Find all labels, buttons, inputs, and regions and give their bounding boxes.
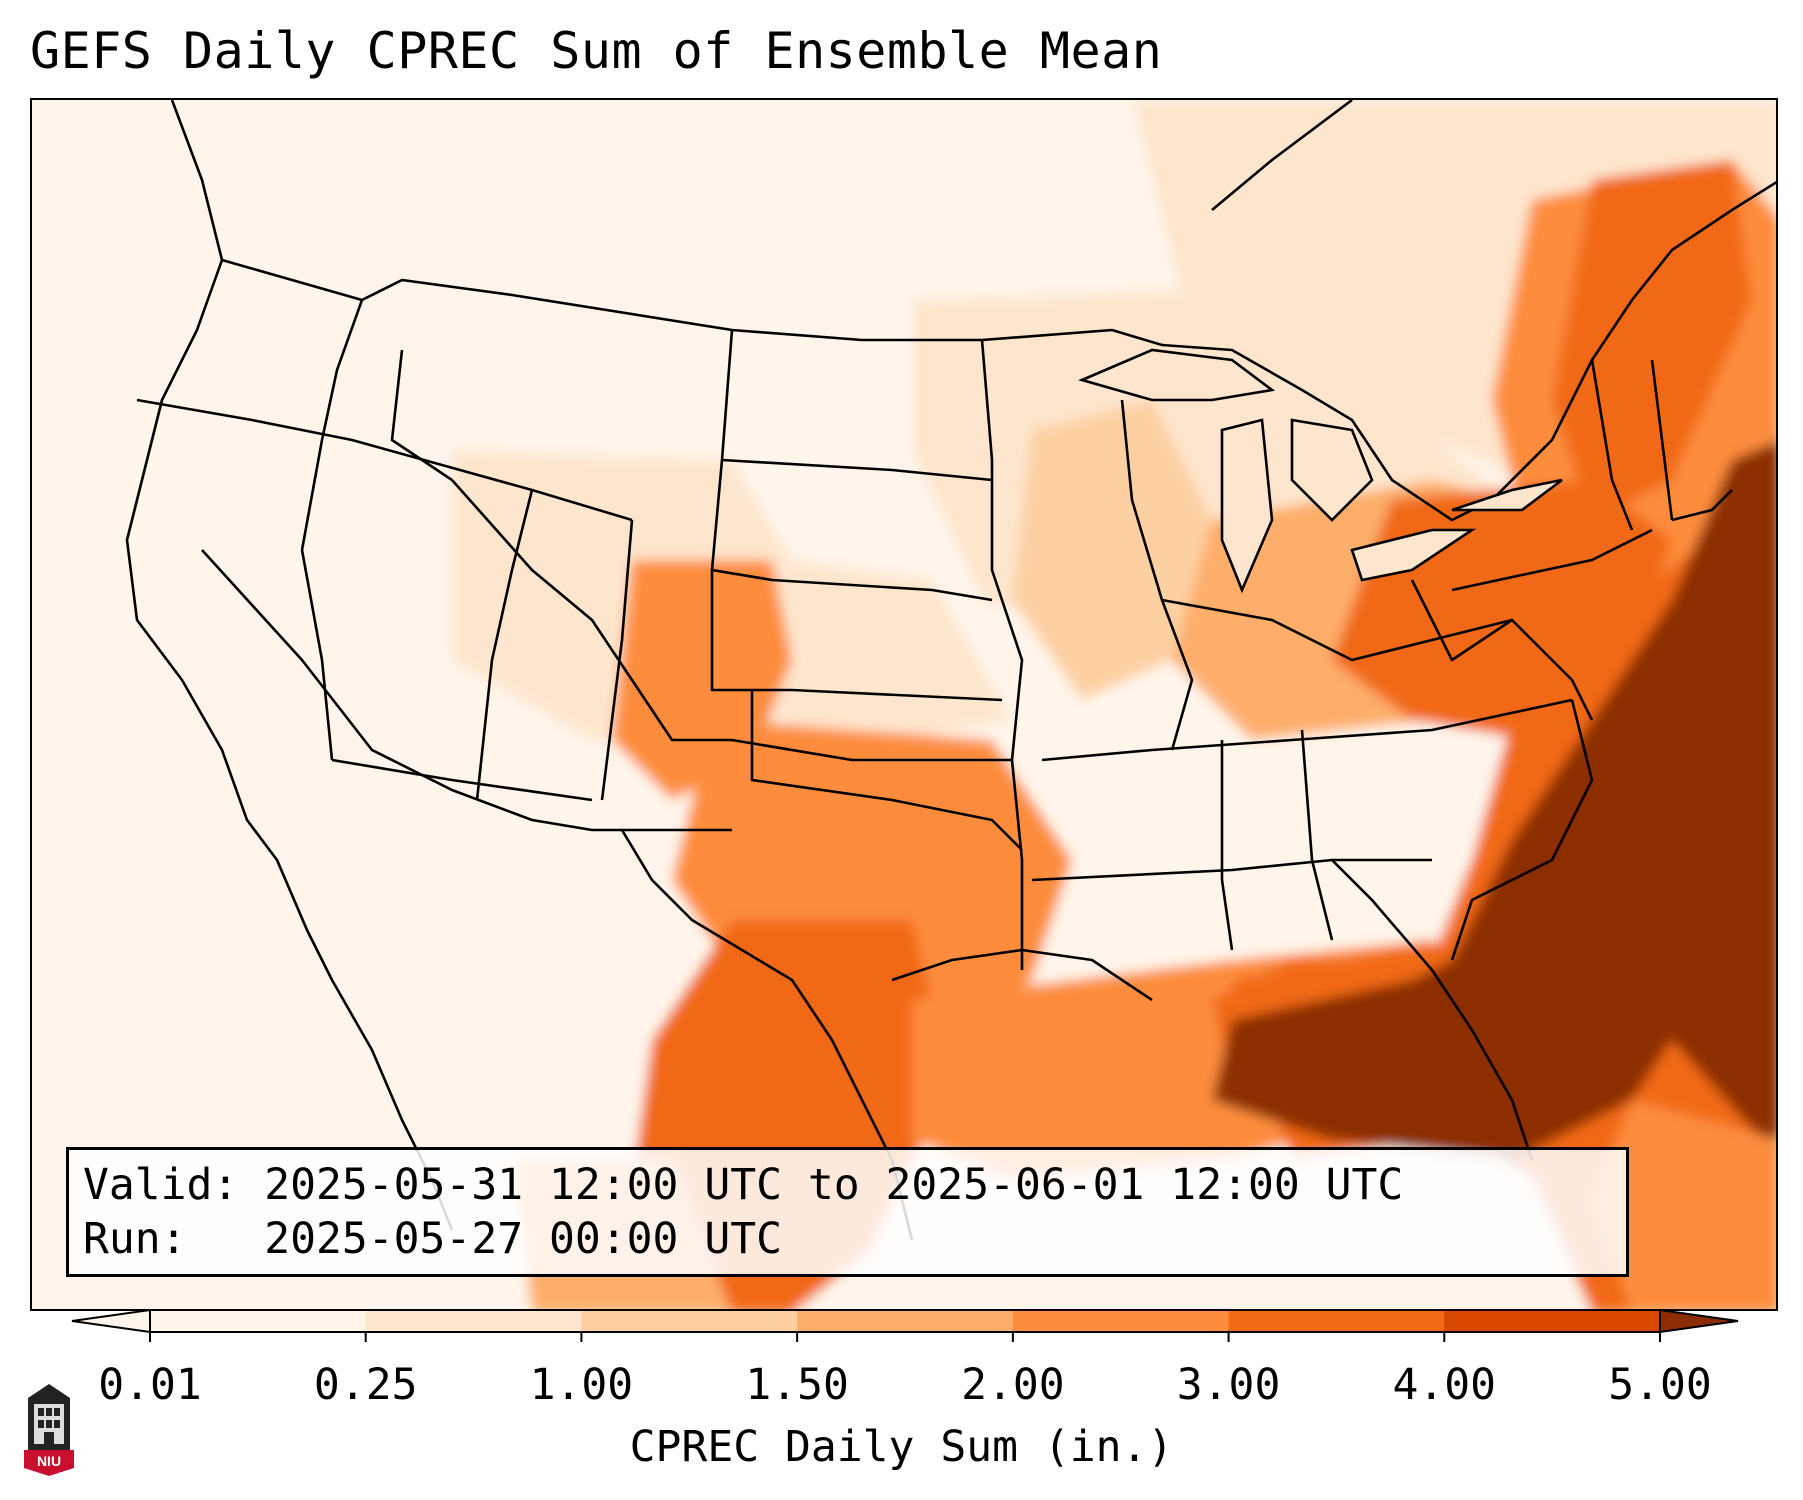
colorbar-segment (150, 1310, 367, 1332)
colorbar-label: CPREC Daily Sum (in.) (629, 1422, 1174, 1472)
colorbar-segment (797, 1310, 1014, 1332)
colorbar-tick-label: 4.00 (1392, 1360, 1497, 1410)
colorbar-tick-label: 0.25 (313, 1360, 418, 1410)
colorbar-tick-label: 1.50 (745, 1360, 849, 1410)
colorbar-high-extend-arrow (1659, 1308, 1739, 1334)
niu-tower-logo: NIU (24, 1384, 74, 1476)
colorbar-segment (365, 1310, 582, 1332)
colorbar-tick-label: 5.00 (1608, 1360, 1712, 1410)
valid-time-text: Valid: 2025-05-31 12:00 UTC to 2025-06-0… (83, 1160, 1404, 1210)
border-lines (125, 100, 1776, 1241)
colorbar-segment (1228, 1310, 1445, 1332)
precip-map (32, 100, 1776, 1309)
validity-info-box: Valid: 2025-05-31 12:00 UTC to 2025-06-0… (66, 1147, 1629, 1277)
logo-text: NIU (37, 1453, 61, 1469)
great-lakes (1078, 348, 1563, 594)
colorbar-segment (581, 1310, 798, 1332)
colorbar-tick-label: 2.00 (961, 1360, 1065, 1410)
colorbar-outline (149, 1309, 1661, 1333)
chart-title: GEFS Daily CPREC Sum of Ensemble Mean (30, 22, 1163, 80)
colorbar-tick-label: 1.00 (529, 1360, 634, 1410)
precip-shading (32, 100, 1776, 1309)
colorbar-tick-label: 0.01 (98, 1360, 202, 1410)
run-time-text: Run: 2025-05-27 00:00 UTC (83, 1214, 782, 1264)
colorbar-tick-label: 3.00 (1176, 1360, 1281, 1410)
colorbar-low-extend-arrow (71, 1308, 151, 1334)
colorbar-segment (1012, 1310, 1230, 1332)
colorbar-segment (1444, 1310, 1661, 1332)
colorbar (71, 1308, 1739, 1342)
map-panel[interactable] (30, 98, 1778, 1311)
